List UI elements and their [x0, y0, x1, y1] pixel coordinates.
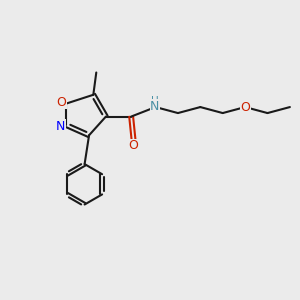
- Text: H: H: [151, 95, 159, 106]
- Text: O: O: [57, 96, 67, 109]
- Text: O: O: [240, 100, 250, 114]
- Text: N: N: [150, 100, 160, 113]
- Text: O: O: [129, 139, 139, 152]
- Text: N: N: [56, 120, 65, 133]
